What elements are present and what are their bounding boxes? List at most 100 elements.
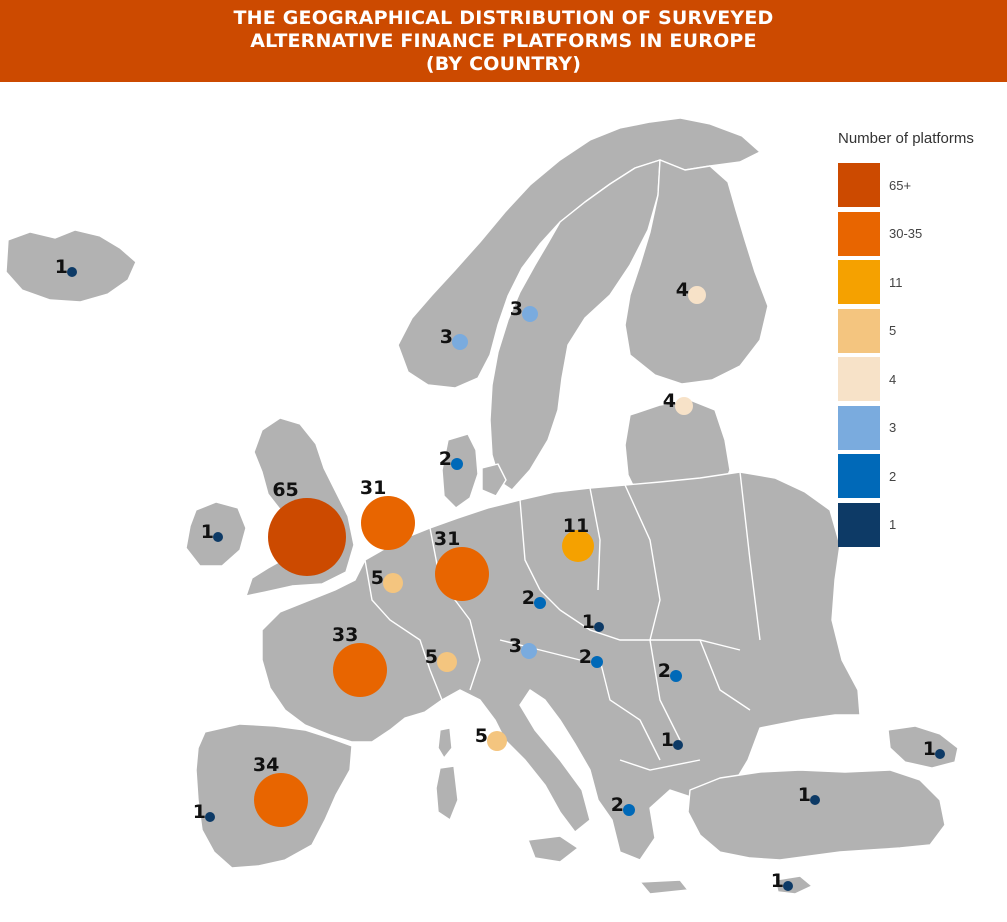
marker-estonia: 4	[663, 390, 693, 415]
legend-label: 4	[889, 371, 897, 387]
count-label: 3	[510, 298, 523, 320]
land-cyprus	[774, 875, 813, 895]
land-iceland	[5, 229, 137, 303]
land-sicily	[527, 835, 579, 863]
marker-germany: 31	[434, 528, 489, 601]
marker-norway: 3	[440, 326, 468, 350]
count-label: 2	[658, 660, 671, 682]
legend-swatch	[838, 357, 880, 402]
marker-ireland: 1	[201, 521, 223, 543]
marker-dot	[435, 547, 489, 601]
marker-spain: 34	[253, 754, 308, 827]
europe-map: 1 3 3 4 4 2 65 31 1 31 11 5 2 1 33 5 3 2…	[5, 117, 959, 895]
border-lines	[364, 471, 761, 771]
count-label: 3	[509, 635, 522, 657]
count-label: 33	[332, 624, 358, 646]
marker-sweden: 3	[510, 298, 538, 322]
marker-dot	[935, 749, 945, 759]
marker-greece: 2	[611, 794, 635, 816]
legend-swatch	[838, 454, 880, 499]
legend-item: 2	[838, 452, 1006, 501]
marker-dot	[594, 622, 604, 632]
marker-turkey: 1	[798, 784, 820, 806]
count-label: 2	[439, 448, 452, 470]
legend-label: 5	[889, 323, 897, 339]
count-label: 4	[663, 390, 676, 412]
marker-denmark: 2	[439, 448, 463, 470]
title-banner: THE GEOGRAPHICAL DISTRIBUTION OF SURVEYE…	[0, 0, 1007, 82]
count-label: 2	[579, 646, 592, 668]
legend-swatch	[838, 502, 880, 547]
title-line-2: ALTERNATIVE FINANCE PLATFORMS IN EUROPE	[250, 29, 757, 52]
marker-dot	[562, 530, 594, 562]
legend-label: 2	[889, 468, 897, 484]
land-finland	[624, 159, 769, 385]
marker-dot	[534, 597, 546, 609]
count-label: 1	[55, 256, 68, 278]
markers-layer: 1 3 3 4 4 2 65 31 1 31 11 5 2 1 33 5 3 2…	[55, 256, 945, 892]
marker-dot	[487, 731, 507, 751]
marker-poland: 11	[562, 515, 594, 562]
legend-item: 1	[838, 501, 1006, 550]
legend-title: Number of platforms	[838, 130, 974, 147]
marker-dot	[673, 740, 683, 750]
count-label: 3	[440, 326, 453, 348]
marker-iceland: 1	[55, 256, 77, 278]
legend-label: 30-35	[889, 226, 923, 242]
legend: Number of platforms 65+ 30-35 11 5 4 3 2…	[838, 130, 1006, 549]
legend-item: 65+	[838, 161, 1006, 210]
marker-italy: 5	[475, 725, 507, 751]
marker-dot	[675, 397, 693, 415]
count-label: 1	[771, 870, 784, 892]
marker-dot	[522, 306, 538, 322]
legend-swatch	[838, 260, 880, 305]
marker-netherlands: 31	[360, 477, 415, 550]
legend-item: 5	[838, 307, 1006, 356]
marker-hungary: 2	[579, 646, 603, 668]
count-label: 5	[371, 567, 384, 589]
marker-dot	[437, 652, 457, 672]
marker-czech-republic: 2	[522, 587, 546, 609]
land-corsica	[437, 727, 453, 759]
marker-georgia: 1	[923, 738, 945, 760]
land-crete	[639, 879, 689, 895]
land-denmark-islands	[481, 463, 507, 497]
marker-dot	[783, 881, 793, 891]
marker-dot	[254, 773, 308, 827]
land-denmark	[441, 433, 479, 509]
marker-dot	[361, 496, 415, 550]
legend-item: 4	[838, 355, 1006, 404]
count-label: 5	[475, 725, 488, 747]
marker-slovakia: 1	[582, 611, 604, 633]
title-line-3: (BY COUNTRY)	[425, 52, 582, 75]
legend-label: 11	[889, 274, 903, 290]
count-label: 1	[201, 521, 214, 543]
marker-dot	[333, 643, 387, 697]
count-label: 31	[434, 528, 460, 550]
marker-dot	[591, 656, 603, 668]
marker-dot	[452, 334, 468, 350]
marker-bulgaria: 1	[661, 729, 683, 751]
marker-dot	[213, 532, 223, 542]
legend-label: 1	[889, 517, 897, 533]
count-label: 1	[193, 801, 206, 823]
legend-swatch	[838, 405, 880, 450]
marker-dot	[670, 670, 682, 682]
legend-label: 3	[889, 420, 897, 436]
marker-dot	[688, 286, 706, 304]
marker-dot	[205, 812, 215, 822]
count-label: 1	[923, 738, 936, 760]
land-sardinia	[435, 765, 459, 821]
marker-dot	[383, 573, 403, 593]
legend-swatch	[838, 163, 880, 208]
legend-item: 3	[838, 404, 1006, 453]
marker-dot	[268, 498, 346, 576]
marker-dot	[810, 795, 820, 805]
title-line-1: THE GEOGRAPHICAL DISTRIBUTION OF SURVEYE…	[233, 6, 774, 29]
count-label: 4	[676, 279, 689, 301]
count-label: 1	[798, 784, 811, 806]
legend-label: 65+	[889, 177, 912, 193]
marker-dot	[521, 643, 537, 659]
count-label: 65	[272, 479, 298, 501]
count-label: 1	[661, 729, 674, 751]
